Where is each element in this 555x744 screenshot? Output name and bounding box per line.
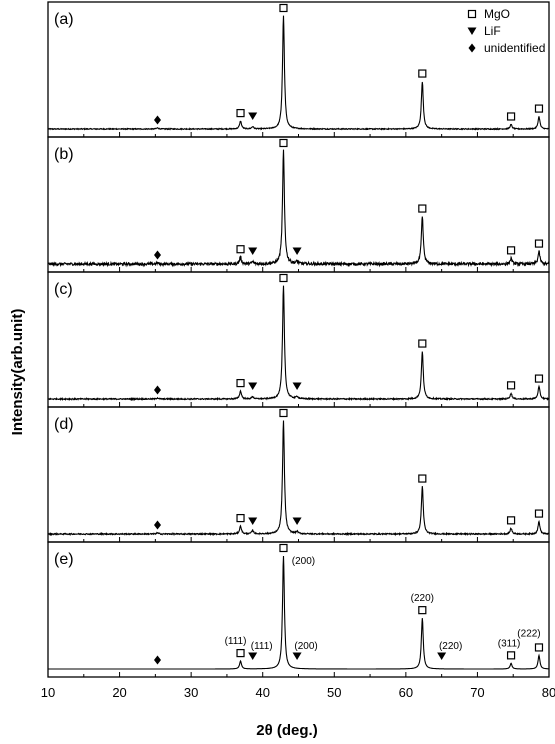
xrd-pattern-line [47, 149, 550, 268]
mgo-square-icon [418, 204, 427, 213]
mgo-square-icon [506, 381, 516, 390]
lif-triangle-icon [292, 652, 302, 660]
mgo-square-icon [418, 474, 427, 483]
mgo-square-icon [279, 273, 288, 283]
mgo-square-icon [236, 513, 245, 523]
mgo-square-icon [418, 606, 427, 615]
panel-frame [47, 1, 550, 138]
x-tick-label: 30 [184, 685, 198, 700]
lif-triangle-icon [248, 517, 258, 525]
mgo-square-icon [279, 138, 288, 148]
mgo-square-icon [467, 9, 477, 19]
mgo-square-icon [506, 651, 516, 660]
lif-triangle-icon [292, 517, 302, 525]
x-tick-label: 20 [112, 685, 126, 700]
legend: MgO LiF unidentified [467, 7, 545, 55]
peak-hkl-label: (200) [294, 641, 317, 652]
peak-hkl-label: (111) [251, 641, 273, 652]
panel-label: (b) [54, 146, 74, 163]
mgo-square-icon [279, 3, 288, 13]
mgo-square-icon [534, 374, 544, 383]
unidentified-diamond-icon [154, 655, 162, 665]
lif-triangle-icon [437, 652, 447, 660]
y-axis-title: Intensity(arb.unit) [9, 309, 26, 436]
lif-triangle-icon [248, 382, 258, 390]
mgo-square-icon [534, 643, 544, 652]
x-tick-label: 80 [542, 685, 555, 700]
panel-c: (c) [47, 271, 550, 408]
lif-triangle-icon [248, 247, 258, 255]
x-tick-label: 40 [255, 685, 269, 700]
mgo-square-icon [236, 245, 245, 254]
peak-hkl-label: (311) [498, 638, 521, 649]
x-tick-label: 60 [399, 685, 413, 700]
x-axis: 10 20 30 40 50 60 70 80 [41, 685, 555, 700]
mgo-square-icon [236, 378, 245, 388]
panel-label: (a) [54, 11, 74, 28]
mgo-square-icon [418, 339, 427, 348]
lif-triangle-icon [292, 382, 302, 390]
lif-triangle-icon [248, 112, 258, 120]
mgo-square-icon [506, 516, 516, 525]
unidentified-diamond-icon [154, 385, 162, 395]
mgo-square-icon [534, 239, 544, 248]
lif-triangle-icon [248, 652, 258, 660]
unidentified-diamond-icon [468, 43, 476, 53]
panel-label: (d) [54, 416, 74, 433]
x-tick-label: 70 [470, 685, 484, 700]
panel-b: (b) [47, 136, 550, 273]
panel-label: (e) [54, 551, 74, 568]
lif-triangle-icon [467, 27, 477, 35]
x-tick-label: 10 [41, 685, 55, 700]
mgo-square-icon [236, 648, 245, 658]
legend-entry-label: MgO [484, 7, 510, 21]
peak-hkl-label: (200) [292, 556, 315, 567]
xrd-pattern-line [47, 15, 549, 131]
peak-hkl-label: (222) [517, 628, 540, 639]
mgo-square-icon [534, 104, 544, 113]
xrd-pattern-line [48, 285, 550, 402]
panel-d: (d) [47, 406, 550, 543]
xrd-pattern-line [47, 420, 550, 537]
x-axis-title: 2θ (deg.) [256, 722, 317, 739]
mgo-square-icon [279, 543, 288, 553]
panel-e: (e) (111) (111) (200) (200) (220) (220) (311)(2… [47, 541, 550, 678]
xrd-pattern-line [48, 555, 549, 670]
mgo-square-icon [506, 246, 516, 255]
unidentified-diamond-icon [154, 115, 162, 125]
peak-hkl-label: (220) [411, 593, 434, 604]
unidentified-diamond-icon [154, 520, 162, 530]
panel-a: (a) [47, 1, 550, 138]
unidentified-diamond-icon [154, 250, 162, 260]
lif-triangle-icon [292, 247, 302, 255]
peak-hkl-label: (220) [439, 641, 462, 652]
panel-label: (c) [54, 281, 73, 298]
panels: (a) (b) (c) (d) (e) (111) (111) (200) (200) (220)… [47, 1, 550, 678]
legend-entry-label: LiF [484, 24, 501, 38]
mgo-square-icon [418, 69, 427, 78]
legend-entry-label: unidentified [484, 41, 545, 55]
peak-hkl-label: (111) [225, 636, 247, 647]
mgo-square-icon [534, 509, 544, 518]
x-tick-label: 50 [327, 685, 341, 700]
mgo-square-icon [506, 112, 516, 121]
mgo-square-icon [236, 108, 245, 118]
mgo-square-icon [279, 408, 288, 418]
